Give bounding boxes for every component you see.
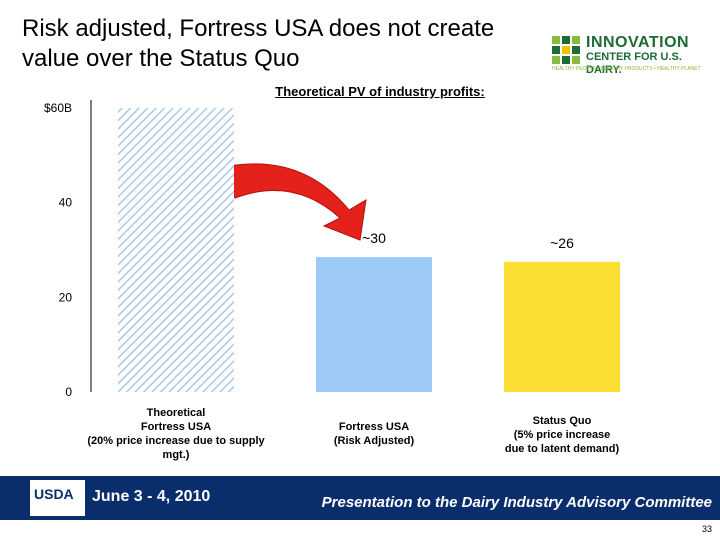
category-label-line: Status Quo <box>482 414 642 428</box>
category-label-line: Theoretical <box>76 406 276 420</box>
category-label-line: Fortress USA <box>76 420 276 434</box>
category-label-line: (20% price increase due to supply <box>76 434 276 448</box>
data-label: ~30 <box>362 230 386 246</box>
bar-chart: 0 20 40 $60B ~30 ~26 <box>0 0 720 476</box>
category-label-line: (Risk Adjusted) <box>304 434 444 448</box>
category-label-line: (5% price increase <box>482 428 642 442</box>
usda-logo: USDA <box>30 480 85 516</box>
category-label-line: due to latent demand) <box>482 442 642 456</box>
category-label-line: mgt.) <box>76 448 276 462</box>
usda-logo-text: USDA <box>34 486 74 502</box>
y-tick-label: $60B <box>44 101 72 115</box>
data-label: ~26 <box>550 235 574 251</box>
category-label-line: Fortress USA <box>304 420 444 434</box>
bar <box>316 257 432 392</box>
bar <box>504 262 620 392</box>
category-label: Fortress USA (Risk Adjusted) <box>304 420 444 448</box>
y-tick-label: 0 <box>65 385 72 399</box>
page-number: 33 <box>702 524 712 534</box>
bar <box>118 108 234 392</box>
category-label: Theoretical Fortress USA (20% price increa… <box>76 406 276 462</box>
y-tick-label: 20 <box>59 290 73 304</box>
category-label: Status Quo (5% price increase due to laten… <box>482 414 642 456</box>
footer-presentation-title: Presentation to the Dairy Industry Advis… <box>322 494 712 511</box>
footer-date: June 3 - 4, 2010 <box>92 488 210 506</box>
y-tick-label: 40 <box>59 196 73 210</box>
curved-arrow <box>219 164 366 240</box>
